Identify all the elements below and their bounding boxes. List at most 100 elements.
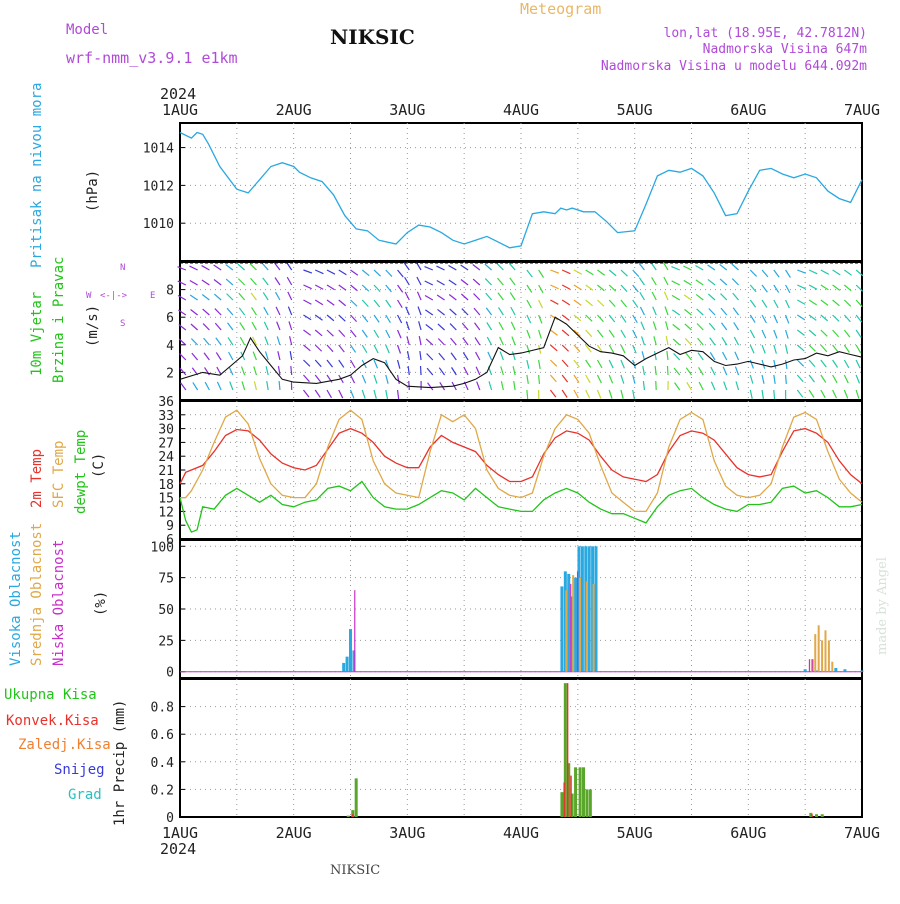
wind-arrow [833, 345, 838, 352]
wind-arrow [671, 267, 679, 270]
total-precip-bar [582, 767, 585, 817]
wind-arrow [709, 323, 715, 330]
low-cloud-bar [354, 590, 355, 672]
wind-arrow [597, 315, 603, 322]
y-tick-label: 0.2 [151, 783, 174, 798]
wind-arrow [229, 352, 233, 360]
wind-arrow [821, 360, 826, 367]
pressure-line [180, 133, 862, 248]
wind-arrow [621, 345, 625, 353]
wind-arrow [420, 366, 421, 375]
wind-arrow [339, 315, 346, 321]
wind-arrow [514, 381, 515, 390]
wind-arrow [253, 352, 256, 360]
cloud-ylabel-2: Srednja Oblacnost [29, 523, 45, 666]
wind-arrow [398, 375, 400, 384]
wind-arrow [821, 270, 829, 274]
wind-arrow [696, 294, 703, 300]
wind-arrow [254, 366, 257, 375]
low-cloud-bar [812, 659, 813, 672]
x-tick-top-label: 3AUG [389, 101, 425, 119]
wind-arrow [856, 330, 861, 337]
wind-arrow [451, 353, 456, 360]
wind-arrow [409, 381, 410, 390]
wind-arrow [327, 270, 335, 274]
wind-arrow [574, 285, 582, 290]
y-tick-label: 30 [158, 423, 174, 438]
high-cloud-bar [588, 546, 591, 671]
wind-arrow [774, 375, 775, 384]
y-tick-label: 0.8 [151, 701, 174, 716]
wind-arrow [425, 310, 432, 315]
wind-arrow [498, 293, 503, 300]
wind-labels: 10m Vjetar Brzina i Pravac (m/s) N W E S… [29, 257, 155, 383]
mid-cloud-bar [824, 630, 826, 671]
wind-arrow [786, 315, 789, 323]
wind-arrow [267, 381, 268, 390]
wind-arrow [539, 270, 544, 278]
wind-arrow [205, 382, 209, 390]
wind-arrow [697, 309, 704, 315]
wind-arrow [190, 281, 198, 285]
wind-arrow [734, 322, 739, 330]
wind-arrow [228, 337, 233, 345]
wind-arrow [643, 381, 644, 390]
wind-arrow [427, 368, 433, 375]
wind-arrow [252, 322, 256, 330]
wind-arrow [562, 315, 569, 320]
wind-arrow [513, 351, 516, 360]
wind-arrow [178, 267, 186, 270]
wind-arrow [386, 270, 392, 277]
wind-arrow [181, 383, 186, 390]
wind-arrow [633, 285, 639, 292]
wind-arrow [440, 382, 445, 390]
wind-arrow [673, 324, 680, 330]
wind-arrow [386, 300, 391, 307]
wind-arrow [238, 279, 244, 285]
high-cloud-bar [581, 546, 584, 671]
precip-legend-frozen: Zaledj.Kisa [18, 737, 111, 753]
wind-arrow [762, 315, 766, 323]
wind-arrow [844, 270, 851, 275]
station-title: NIKSIC [330, 25, 415, 49]
credit-text: made by Angel [875, 557, 890, 655]
y-tick-label: 36 [158, 395, 174, 410]
wind-arrow [229, 367, 233, 375]
wind-arrow [672, 295, 680, 300]
wind-arrow [809, 345, 815, 351]
wind-arrow [425, 281, 433, 285]
mid-cloud-bar [831, 662, 833, 672]
wind-arrow [762, 345, 765, 353]
wind-arrow [262, 263, 268, 270]
wind-arrow [856, 390, 859, 399]
wind-arrow [856, 345, 860, 353]
cloud-labels: Visoka Oblacnost Srednja Oblacnost Niska… [8, 523, 109, 666]
precip-unit: 1hr Precip (mm) [112, 700, 128, 826]
elevation-text: Nadmorska Visina 647m [703, 42, 868, 57]
conv-precip-bar [570, 776, 572, 817]
wind-arrow [275, 277, 280, 285]
wind-arrow [374, 270, 381, 276]
wind-arrow [527, 270, 532, 277]
x-tick-bottom-label: 7AUG [844, 824, 880, 842]
wind-arrow [574, 330, 580, 336]
wind-arrow [720, 279, 727, 285]
wind-arrow [550, 345, 557, 351]
wind-arrow [654, 336, 656, 345]
wind-arrow [386, 315, 391, 323]
y-tick-label: 21 [158, 464, 174, 479]
wind-arrow [512, 337, 515, 345]
wind-arrow [586, 300, 593, 306]
wind-arrow [750, 285, 756, 292]
wind-arrow [642, 336, 645, 345]
wind-arrow [844, 300, 850, 306]
wind-arrow [290, 351, 292, 360]
x-tick-bottom-label: 1AUG [162, 824, 198, 842]
wind-arrow [809, 285, 817, 289]
wind-arrow [562, 375, 567, 382]
wind-arrow [550, 360, 556, 366]
wind-arrow [786, 375, 787, 384]
